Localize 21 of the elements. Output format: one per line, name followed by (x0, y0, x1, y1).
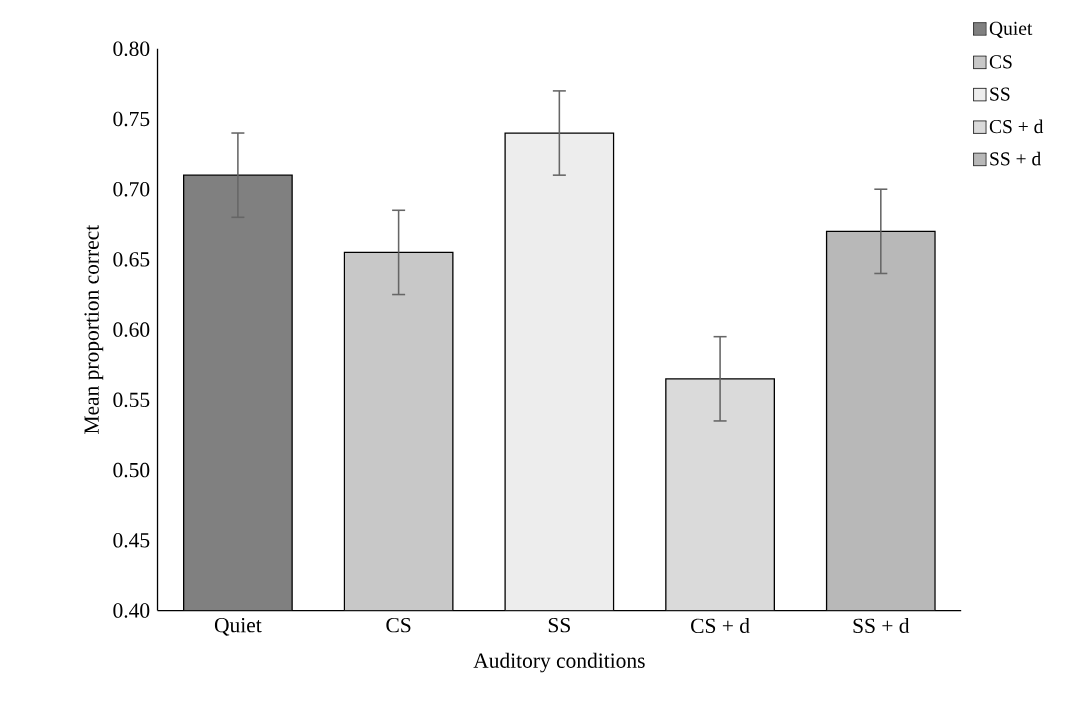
legend-label: Quiet (989, 21, 1033, 38)
y-tick-label: 0.50 (113, 462, 150, 478)
y-axis-title: Mean proportion correct (84, 224, 104, 434)
x-tick-label: CS (386, 617, 411, 633)
legend-label: CS + d (989, 119, 1044, 134)
y-tick-label: 0.60 (113, 322, 150, 337)
legend-label: SS (990, 87, 1010, 101)
x-axis-title: Auditory conditions (473, 652, 645, 673)
x-tick-label: CS + d (691, 617, 750, 633)
y-tick-label: 0.45 (113, 532, 150, 548)
legend-label: CS (989, 55, 1012, 69)
y-tick-label: 0.55 (113, 392, 150, 408)
x-tick-label: SS + d (853, 617, 910, 633)
y-tick-label: 0.65 (113, 252, 150, 267)
x-tick-label: Quiet (214, 617, 262, 636)
y-tick-label: 0.70 (113, 181, 150, 197)
y-tick-label: 0.80 (113, 41, 150, 56)
legend-label: SS + d (990, 151, 1041, 166)
y-tick-label: 0.40 (113, 603, 150, 618)
y-tick-label: 0.75 (113, 111, 150, 127)
x-tick-label: SS (548, 617, 570, 633)
